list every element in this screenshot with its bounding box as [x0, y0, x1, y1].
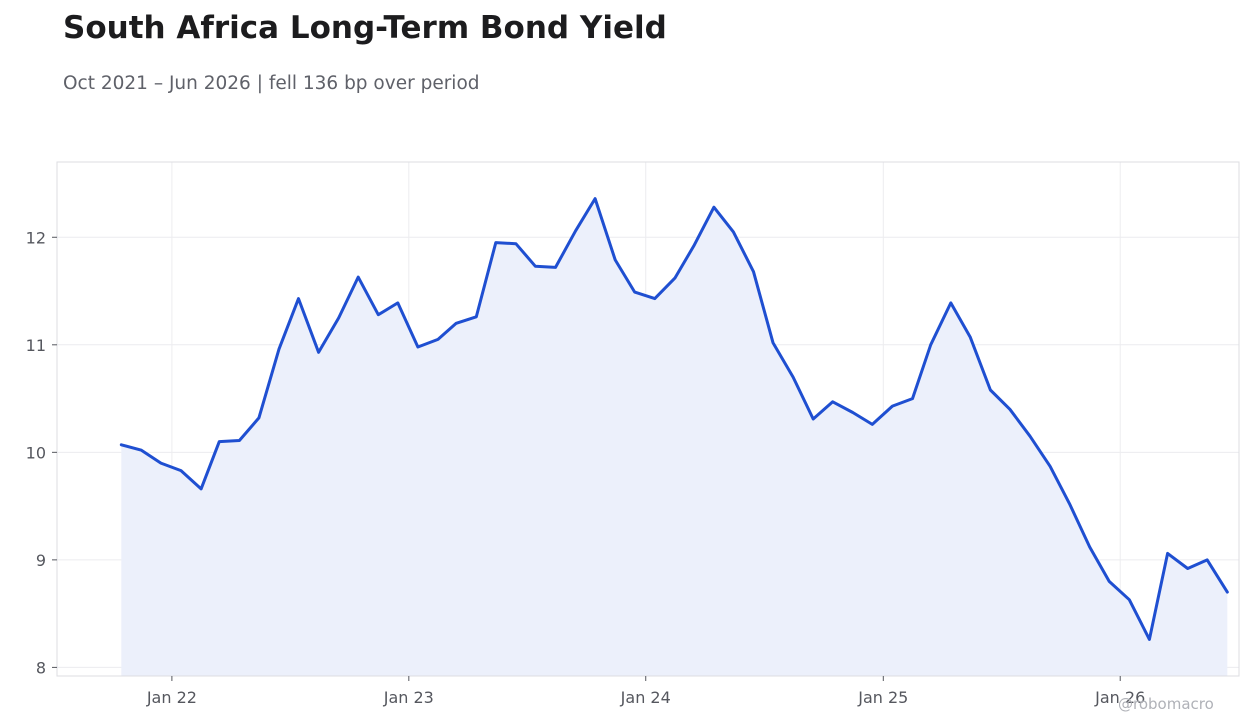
data-point — [514, 242, 518, 246]
data-point — [396, 301, 400, 305]
y-tick-label: 10 — [26, 443, 46, 462]
plot-frame — [56, 161, 1240, 677]
data-point — [593, 197, 597, 201]
data-point — [1186, 567, 1190, 571]
data-point — [771, 341, 775, 345]
data-point — [533, 264, 537, 268]
data-point — [633, 290, 637, 294]
data-point — [712, 205, 716, 209]
data-point — [574, 229, 578, 233]
y-tick-label: 8 — [36, 658, 46, 677]
area-fill — [121, 198, 1228, 676]
x-axis: Jan 22 Jan 23 Jan 24 Jan 25 Jan 26 — [146, 676, 1145, 707]
data-point — [1048, 464, 1052, 468]
series-line — [119, 197, 1229, 641]
data-point — [613, 258, 617, 262]
data-point — [356, 275, 360, 279]
data-point — [376, 313, 380, 317]
data-point — [1088, 545, 1092, 549]
data-point — [277, 347, 281, 351]
watermark: @robomacro — [1118, 695, 1214, 713]
chart-title: South Africa Long-Term Bond Yield — [63, 10, 667, 46]
data-point — [454, 321, 458, 325]
x-tick-label: Jan 26 — [1094, 688, 1145, 707]
x-tick-label: Jan 23 — [383, 688, 434, 707]
data-point — [673, 276, 677, 280]
data-point — [988, 388, 992, 392]
x-tick-label: Jan 24 — [620, 688, 671, 707]
data-point — [494, 241, 498, 245]
data-point — [159, 461, 163, 465]
data-point — [1127, 598, 1131, 602]
x-tick-label: Jan 22 — [146, 688, 197, 707]
data-point — [870, 422, 874, 426]
y-tick-label: 9 — [36, 551, 46, 570]
data-point — [752, 270, 756, 274]
data-point — [1028, 434, 1032, 438]
data-point — [929, 343, 933, 347]
data-point — [297, 297, 301, 301]
x-tick-label: Jan 25 — [857, 688, 908, 707]
data-point — [416, 345, 420, 349]
y-tick-label: 11 — [26, 336, 46, 355]
data-point — [337, 316, 341, 320]
data-point — [317, 350, 321, 354]
data-point — [949, 301, 953, 305]
data-point — [1166, 551, 1170, 555]
data-point — [653, 297, 657, 301]
data-point — [851, 411, 855, 415]
data-point — [791, 375, 795, 379]
data-point — [119, 443, 123, 447]
data-point — [811, 417, 815, 421]
data-point — [199, 487, 203, 491]
data-point — [1147, 637, 1151, 641]
data-point — [890, 404, 894, 408]
data-point — [139, 448, 143, 452]
data-point — [257, 416, 261, 420]
data-point — [179, 469, 183, 473]
data-point — [1225, 590, 1229, 594]
data-point — [1107, 579, 1111, 583]
data-point — [237, 439, 241, 443]
data-point — [911, 397, 915, 401]
data-point — [436, 337, 440, 341]
chart-subtitle: Oct 2021 – Jun 2026 | fell 136 bp over p… — [63, 73, 480, 94]
data-point — [831, 400, 835, 404]
data-point — [968, 335, 972, 339]
y-tick-label: 12 — [26, 228, 46, 247]
data-point — [1008, 407, 1012, 411]
data-point — [692, 244, 696, 248]
y-axis: 8 9 10 11 12 — [26, 228, 57, 677]
data-point — [731, 230, 735, 234]
data-point — [474, 315, 478, 319]
data-point — [217, 440, 221, 444]
data-point — [554, 265, 558, 269]
data-point — [1205, 558, 1209, 562]
data-point — [1068, 502, 1072, 506]
